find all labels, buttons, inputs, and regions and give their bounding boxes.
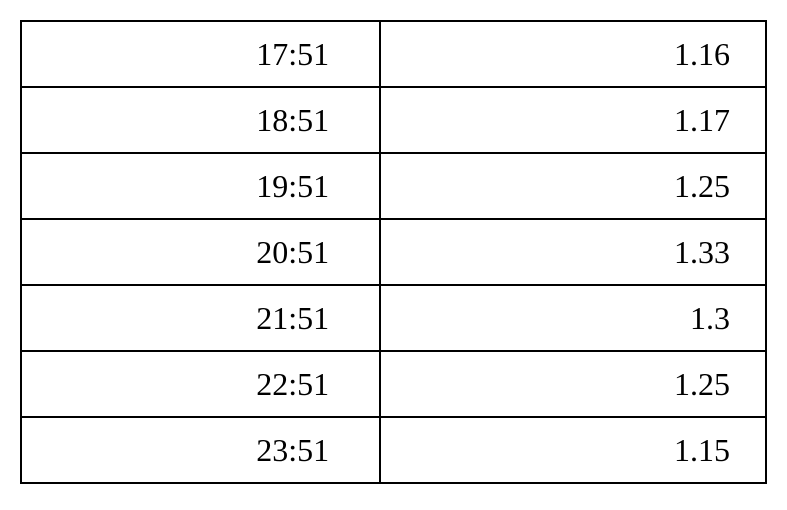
value-cell: 1.16 — [380, 21, 766, 87]
table-row: 18:51 1.17 — [21, 87, 766, 153]
value-cell: 1.15 — [380, 417, 766, 483]
value-cell: 1.3 — [380, 285, 766, 351]
value-cell: 1.33 — [380, 219, 766, 285]
time-cell: 18:51 — [21, 87, 380, 153]
data-table: 17:51 1.16 18:51 1.17 19:51 1.25 20:51 1… — [20, 20, 767, 484]
time-cell: 21:51 — [21, 285, 380, 351]
time-cell: 19:51 — [21, 153, 380, 219]
table-row: 17:51 1.16 — [21, 21, 766, 87]
time-cell: 23:51 — [21, 417, 380, 483]
table-row: 21:51 1.3 — [21, 285, 766, 351]
table-row: 20:51 1.33 — [21, 219, 766, 285]
time-cell: 22:51 — [21, 351, 380, 417]
table-row: 22:51 1.25 — [21, 351, 766, 417]
time-cell: 20:51 — [21, 219, 380, 285]
value-cell: 1.17 — [380, 87, 766, 153]
table-row: 23:51 1.15 — [21, 417, 766, 483]
value-cell: 1.25 — [380, 351, 766, 417]
time-cell: 17:51 — [21, 21, 380, 87]
table-row: 19:51 1.25 — [21, 153, 766, 219]
value-cell: 1.25 — [380, 153, 766, 219]
